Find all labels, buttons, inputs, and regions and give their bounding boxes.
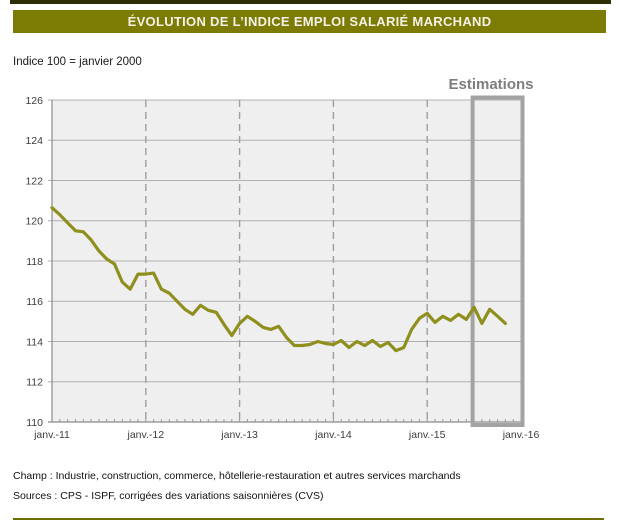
footnote-champ: Champ : Industrie, construction, commerc… [13,470,461,482]
svg-text:janv.-11: janv.-11 [33,429,70,441]
svg-text:112: 112 [26,377,43,389]
estimations-label: Estimations [448,76,534,93]
index-base-note: Indice 100 = janvier 2000 [13,56,142,68]
svg-text:124: 124 [25,135,43,147]
chart-title-bar: ÉVOLUTION DE L’INDICE EMPLOI SALARIÉ MAR… [13,10,606,33]
svg-text:118: 118 [26,256,43,268]
svg-text:114: 114 [26,336,43,348]
svg-text:120: 120 [25,216,43,228]
svg-text:110: 110 [26,417,43,429]
svg-text:janv.-13: janv.-13 [220,429,258,441]
footnote-sources: Sources : CPS - ISPF, corrigées des vari… [13,490,324,502]
chart-footnotes: Champ : Industrie, construction, commerc… [13,466,461,506]
svg-text:janv.-12: janv.-12 [127,429,165,441]
svg-text:janv.-15: janv.-15 [408,429,446,441]
svg-text:116: 116 [26,296,43,308]
top-accent-bar [10,0,611,4]
svg-text:126: 126 [25,95,43,107]
svg-text:janv.-14: janv.-14 [314,429,352,441]
svg-text:122: 122 [25,175,43,187]
bottom-rule [13,518,604,520]
svg-text:janv.-16: janv.-16 [502,429,540,441]
chart-title: ÉVOLUTION DE L’INDICE EMPLOI SALARIÉ MAR… [127,14,492,29]
